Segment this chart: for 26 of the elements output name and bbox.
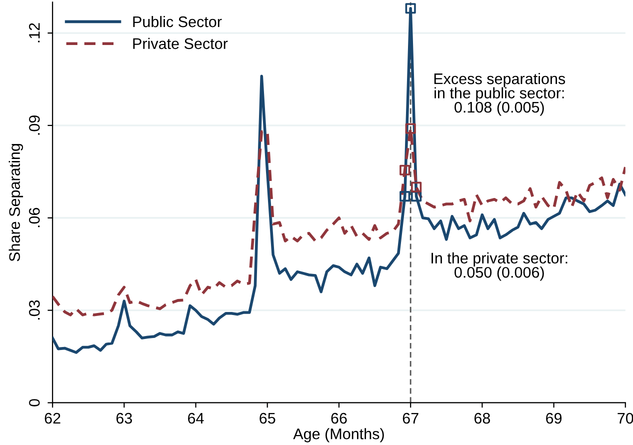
x-tick-label: 63 bbox=[116, 412, 132, 424]
point bbox=[405, 3, 416, 14]
x-tick-label: 70 bbox=[618, 412, 633, 424]
point bbox=[411, 191, 422, 202]
x-axis-title: Age (Months) bbox=[293, 428, 384, 442]
y-axis-title: Share Separating bbox=[8, 144, 24, 262]
x-tick-label: 69 bbox=[546, 412, 562, 424]
legend-label: Public Sector bbox=[133, 16, 222, 28]
point bbox=[400, 164, 410, 176]
point bbox=[411, 182, 422, 192]
y-tick-label: .03 bbox=[28, 300, 40, 320]
y-tick-label: 0 bbox=[28, 399, 40, 406]
x-tick-label: 62 bbox=[44, 412, 60, 424]
x-tick-label: 65 bbox=[260, 412, 276, 424]
legend-label: Private Sector bbox=[133, 38, 228, 50]
y-tick-label: .09 bbox=[28, 116, 40, 135]
x-tick-label: 64 bbox=[188, 412, 204, 424]
y-tick-label: .12 bbox=[28, 23, 40, 42]
point bbox=[405, 123, 416, 134]
x-tick-label: 68 bbox=[474, 412, 490, 424]
x-tick-label: 67 bbox=[402, 412, 418, 424]
x-tick-label: 66 bbox=[331, 412, 347, 424]
point bbox=[400, 191, 410, 202]
annotation: Excess separations in the public sector: 0.108 (0.005) bbox=[434, 72, 566, 116]
annotation: In the private sector: 0.050 (0.006) bbox=[432, 252, 568, 281]
y-tick-label: .06 bbox=[28, 208, 40, 228]
